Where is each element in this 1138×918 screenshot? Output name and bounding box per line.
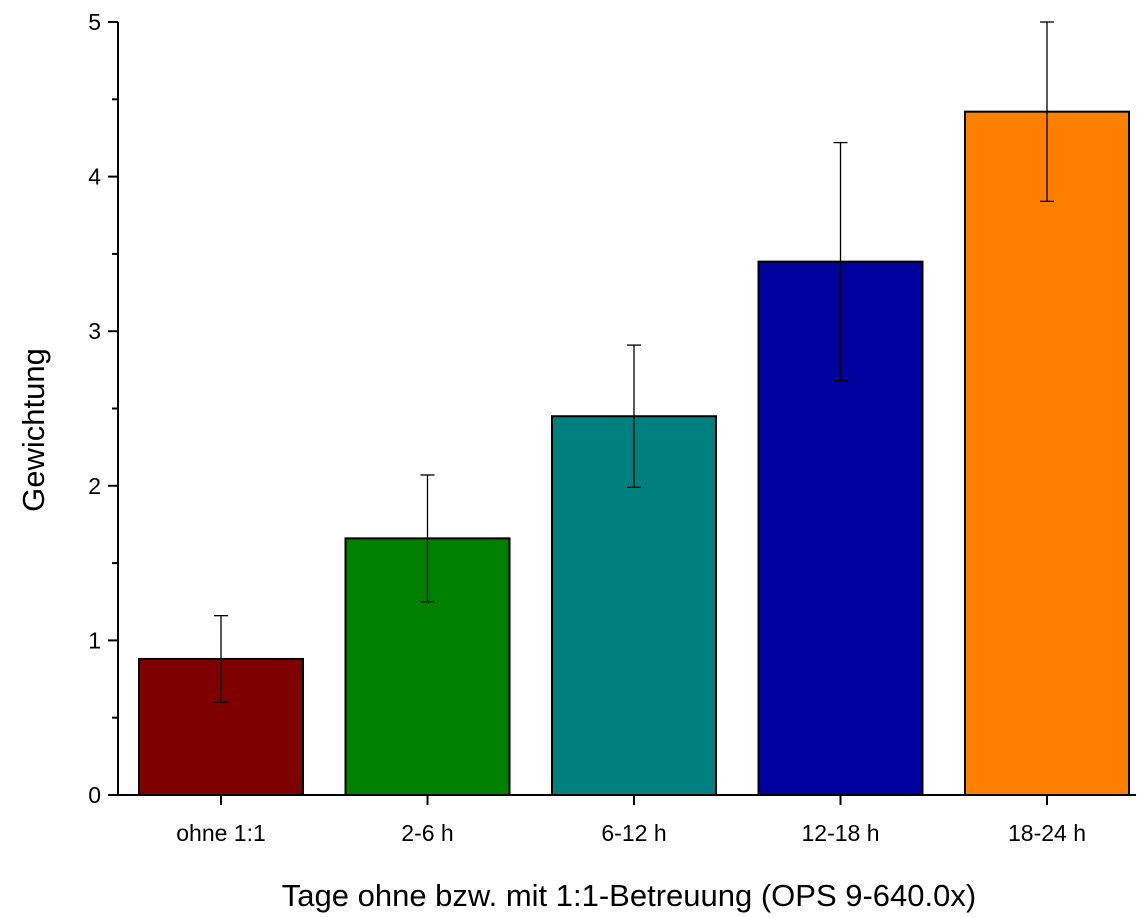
x-tick-label: 2-6 h [401, 820, 453, 846]
y-tick-label: 0 [88, 782, 101, 808]
y-tick-label: 5 [88, 9, 101, 35]
x-tick-label: 6-12 h [601, 820, 666, 846]
y-tick-label: 4 [88, 164, 101, 190]
y-tick-label: 3 [88, 318, 101, 344]
x-tick-label: 12-18 h [801, 820, 879, 846]
y-tick-label: 2 [88, 473, 101, 499]
y-ticks-layer: 0 1 2 3 4 5 [88, 9, 118, 808]
error-bars-layer [214, 21, 1054, 703]
x-axis-title: Tage ohne bzw. mit 1:1-Betreuung (OPS 9-… [282, 878, 976, 913]
x-tick-label: ohne 1:1 [176, 820, 266, 846]
y-axis-title: Gewichtung [16, 348, 51, 512]
x-tick-label: 18-24 h [1008, 820, 1086, 846]
bar-4 [964, 110, 1130, 796]
x-ticks-layer: ohne 1:1 2-6 h 6-12 h 12-18 h 18-24 h [176, 795, 1086, 846]
y-tick-label: 1 [88, 627, 101, 653]
